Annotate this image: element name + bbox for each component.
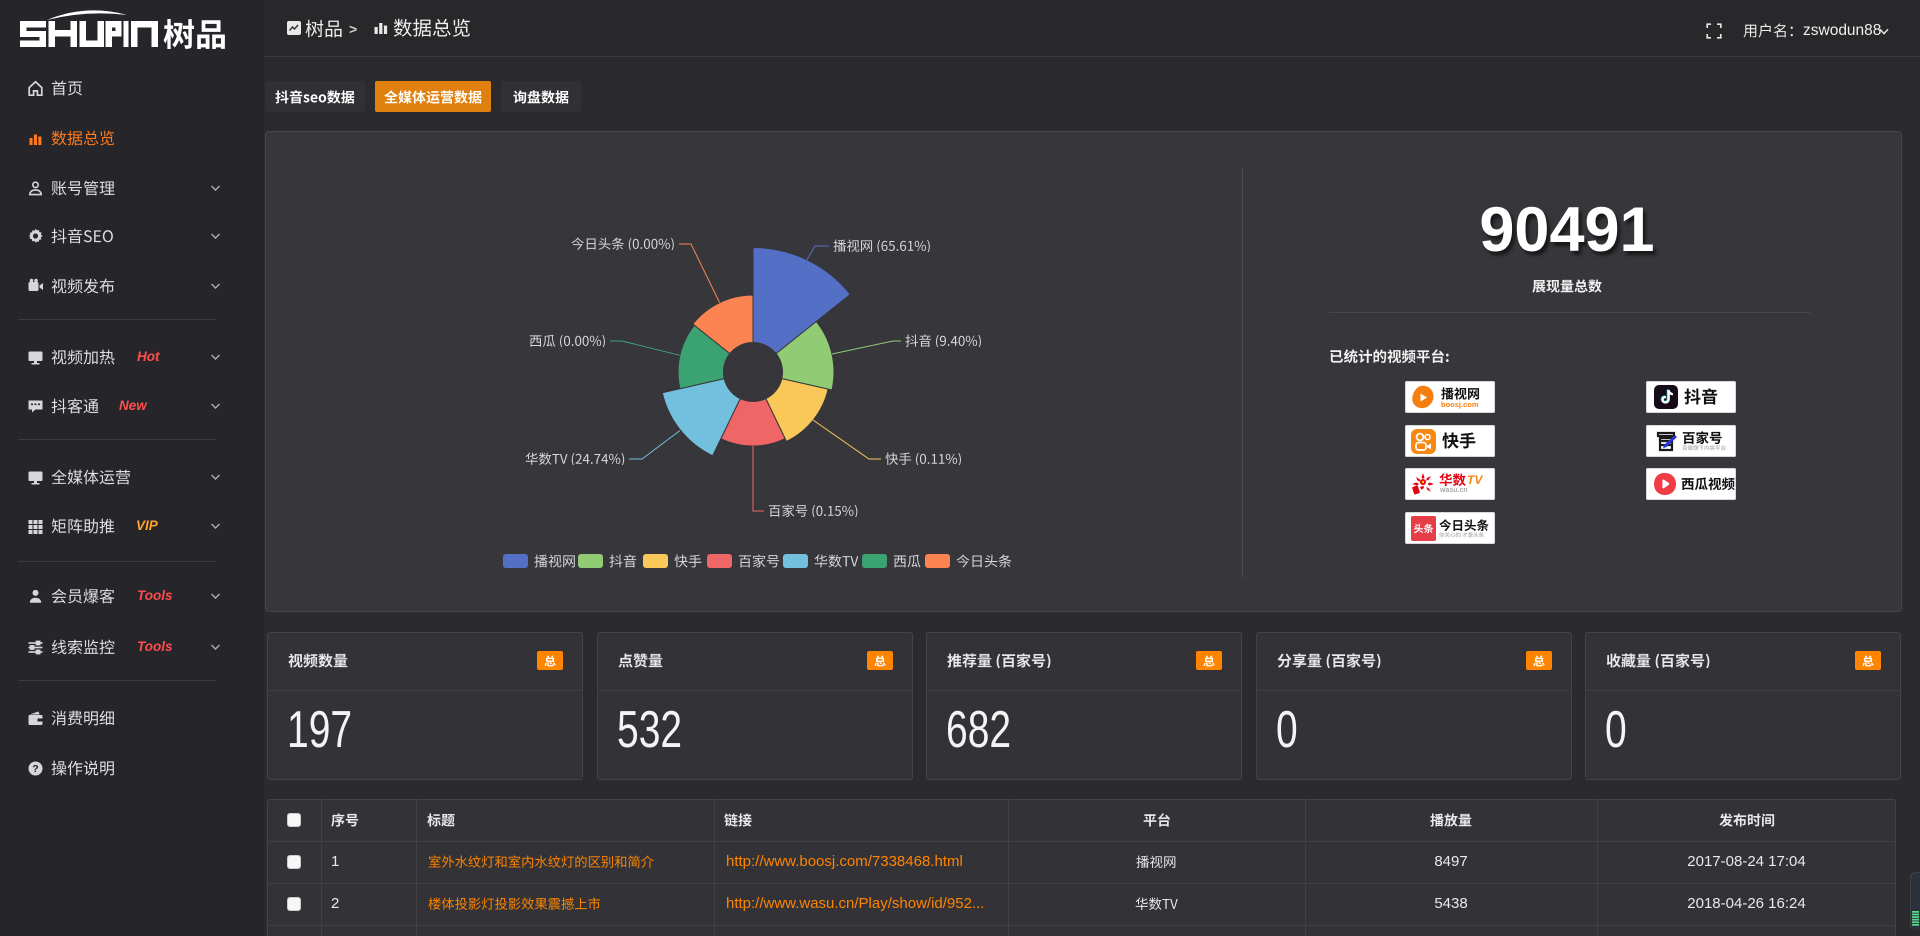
svg-text:?: ?	[32, 763, 38, 775]
